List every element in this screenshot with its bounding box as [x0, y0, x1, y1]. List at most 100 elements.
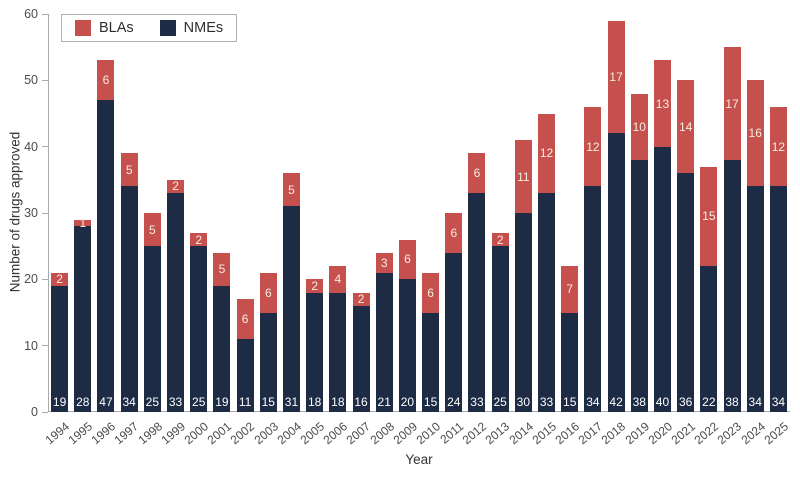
legend-label-blas: BLAs — [99, 19, 134, 36]
bar-segment-blas-2004: 5 — [282, 173, 300, 207]
bar-segment-blas-2002: 6 — [236, 299, 254, 340]
x-tick-label-2008: 2008 — [367, 419, 397, 448]
bar-value-label: 6 — [427, 285, 434, 300]
bar-segment-blas-1995: 1 — [74, 215, 92, 230]
y-tick-label-30: 30 — [24, 205, 38, 220]
y-tick-label-0: 0 — [31, 404, 38, 419]
bar-value-label: 5 — [288, 182, 295, 197]
bar-segment-nmes-2010: 15 — [422, 312, 440, 412]
bar-segment-nmes-2024: 34 — [746, 186, 764, 412]
bar-value-label: 33 — [539, 395, 554, 409]
y-axis-line — [48, 14, 49, 412]
bar-value-label: 12 — [539, 146, 554, 161]
bar-value-label: 33 — [168, 395, 183, 409]
bar-segment-nmes-1995: 28 — [74, 226, 92, 412]
bar-segment-blas-1997: 5 — [120, 153, 138, 187]
bar-value-label: 14 — [678, 119, 693, 134]
bar-value-label: 40 — [655, 395, 670, 409]
x-tick-label-2000: 2000 — [181, 419, 212, 448]
bar-value-label: 11 — [517, 169, 530, 184]
y-tick-label-50: 50 — [24, 73, 38, 88]
bar-segment-nmes-2008: 21 — [375, 272, 393, 412]
bar-segment-nmes-2009: 20 — [398, 279, 416, 412]
bar-value-label: 20 — [400, 395, 415, 409]
bar-value-label: 15 — [563, 395, 577, 409]
bar-segment-nmes-2005: 18 — [306, 292, 324, 412]
bar-value-label: 12 — [586, 139, 600, 154]
y-tick-label-60: 60 — [24, 6, 38, 21]
y-tick-mark-30 — [42, 212, 48, 214]
bar-value-label: 34 — [771, 395, 786, 409]
x-axis-title: Year — [405, 452, 433, 467]
bar-segment-blas-2018: 17 — [607, 20, 625, 134]
bar-value-label: 25 — [493, 395, 507, 409]
bar-segment-nmes-2013: 25 — [491, 246, 509, 412]
bar-segment-blas-1999: 2 — [167, 179, 185, 194]
bar-value-label: 2 — [172, 179, 179, 194]
bar-value-label: 17 — [725, 96, 739, 111]
x-tick-label-2014: 2014 — [506, 419, 536, 448]
bar-value-label: 1 — [79, 215, 87, 230]
bar-segment-nmes-2018: 42 — [607, 133, 625, 412]
bar-value-label: 42 — [609, 395, 623, 409]
bar-value-label: 31 — [284, 395, 299, 409]
bar-value-label: 18 — [331, 395, 345, 409]
bar-segment-blas-2006: 4 — [329, 266, 347, 293]
bar-value-label: 3 — [380, 255, 388, 270]
bar-value-label: 33 — [470, 395, 484, 409]
bar-segment-blas-2020: 13 — [653, 60, 671, 147]
bar-value-label: 10 — [632, 119, 646, 134]
bar-value-label: 25 — [145, 395, 160, 409]
bar-segment-blas-1994: 2 — [51, 272, 69, 287]
bar-value-label: 34 — [586, 395, 600, 409]
bar-segment-nmes-1997: 34 — [120, 186, 138, 412]
bar-segment-nmes-1996: 47 — [97, 100, 115, 412]
y-tick-label-20: 20 — [24, 272, 38, 287]
bar-segment-blas-1996: 6 — [97, 60, 115, 101]
x-tick-label-1994: 1994 — [42, 419, 72, 448]
bar-segment-nmes-1999: 33 — [167, 193, 185, 412]
bar-segment-nmes-2022: 22 — [700, 266, 718, 412]
bar-value-label: 2 — [195, 232, 203, 247]
x-tick-label-1997: 1997 — [112, 419, 142, 448]
bar-value-label: 5 — [125, 162, 133, 177]
bar-segment-nmes-2017: 34 — [584, 186, 602, 412]
bar-value-label: 21 — [377, 395, 391, 409]
bar-segment-blas-2015: 12 — [538, 113, 556, 194]
x-tick-label-2019: 2019 — [622, 419, 652, 448]
bar-value-label: 38 — [632, 395, 646, 409]
bar-value-label: 19 — [215, 395, 229, 409]
bar-value-label: 16 — [354, 395, 368, 409]
bar-value-label: 38 — [725, 395, 739, 409]
bar-value-label: 6 — [102, 73, 110, 88]
x-tick-label-2013: 2013 — [483, 419, 513, 448]
y-tick-label-40: 40 — [24, 139, 38, 154]
legend-item-blas: BLAs — [75, 20, 134, 36]
y-tick-mark-50 — [42, 79, 48, 81]
bar-value-label: 12 — [771, 139, 786, 154]
x-tick-label-2018: 2018 — [598, 419, 629, 448]
bar-segment-blas-2024: 16 — [746, 80, 764, 187]
bar-segment-nmes-2025: 34 — [769, 186, 787, 412]
bar-segment-blas-2022: 15 — [700, 166, 718, 267]
bar-value-label: 6 — [450, 225, 458, 240]
bar-segment-nmes-2003: 15 — [259, 312, 277, 412]
x-tick-label-2003: 2003 — [251, 419, 281, 448]
bar-segment-nmes-2001: 19 — [213, 285, 231, 412]
y-tick-mark-0 — [42, 411, 48, 413]
x-tick-label-2002: 2002 — [227, 419, 258, 448]
bar-value-label: 28 — [76, 395, 90, 409]
bar-segment-blas-2014: 11 — [514, 140, 532, 213]
bar-segment-nmes-2016: 15 — [561, 312, 579, 412]
bar-value-label: 5 — [218, 262, 226, 277]
x-tick-label-2009: 2009 — [390, 419, 420, 448]
x-tick-label-2005: 2005 — [297, 419, 328, 448]
bar-value-label: 11 — [238, 395, 252, 409]
bar-segment-nmes-2004: 31 — [282, 206, 300, 412]
bar-value-label: 6 — [473, 166, 481, 181]
bar-value-label: 4 — [334, 272, 342, 287]
bar-segment-nmes-2020: 40 — [653, 146, 671, 412]
bar-value-label: 6 — [264, 285, 272, 300]
bar-value-label: 2 — [56, 272, 63, 287]
bar-value-label: 25 — [192, 395, 206, 409]
